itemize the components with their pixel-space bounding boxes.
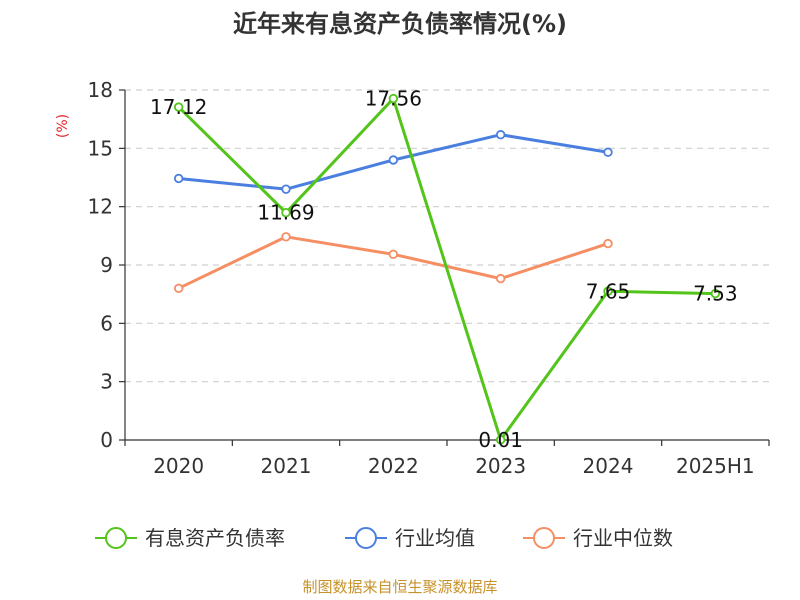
y-tick-label: 18 [88,78,113,102]
data-point [495,435,506,445]
data-label: 7.65 [586,279,631,303]
data-point [173,102,184,112]
y-tick-labels: 0 3 6 9 12 15 18 [88,78,113,452]
series-line [177,97,716,442]
legend-marker [355,527,377,549]
data-label: 11.69 [257,201,314,225]
x-tick-label: 2023 [475,454,526,478]
data-point [388,249,399,260]
data-point [603,286,613,296]
grid-lines [125,89,769,383]
x-tick-label: 2024 [583,454,634,478]
series-points [173,93,721,445]
x-tick-label: 2021 [261,454,312,478]
data-point [603,238,613,249]
data-label: 0.01 [478,428,523,452]
data-point [281,184,291,194]
y-tick-label: 9 [100,253,113,277]
data-point [495,130,506,140]
data-label: 17.12 [150,95,207,119]
y-axis-label: (%) [55,114,71,138]
data-labels: 17.12 11.69 17.56 0.01 7.65 7.53 [150,87,738,452]
legend-label: 行业均值 [395,526,475,550]
data-point [388,93,399,104]
x-tick-label: 2022 [368,454,419,478]
source-note: 制图数据来自恒生聚源数据库 [302,578,497,596]
data-point [173,283,184,294]
legend-label: 行业中位数 [573,526,673,550]
x-tick-label: 2020 [153,454,204,478]
series-line [178,235,609,290]
y-tick-label: 3 [100,370,113,394]
data-point [388,155,399,165]
y-tick-label: 15 [88,136,113,160]
data-point [281,207,291,218]
x-tick-label: 2025H1 [676,454,755,478]
series-lines [177,97,716,442]
legend-label: 有息资产负债率 [145,526,285,550]
x-tick-labels: 2020 2021 2022 2023 2024 2025H1 [153,454,754,478]
data-label: 7.53 [693,282,738,306]
data-point [173,173,184,184]
legend-marker [533,527,555,549]
axes [119,89,770,446]
legend: 有息资产负债率 行业均值 行业中位数 [95,526,673,550]
data-point [495,273,506,284]
data-point [281,232,291,242]
chart-title: 近年来有息资产负债率情况(%) [233,10,567,38]
data-point [603,147,613,157]
y-tick-label: 12 [88,195,113,219]
data-point [710,288,721,299]
y-tick-label: 0 [100,428,113,452]
legend-marker [105,527,127,549]
y-tick-label: 6 [100,311,113,335]
data-label: 17.56 [365,87,422,111]
